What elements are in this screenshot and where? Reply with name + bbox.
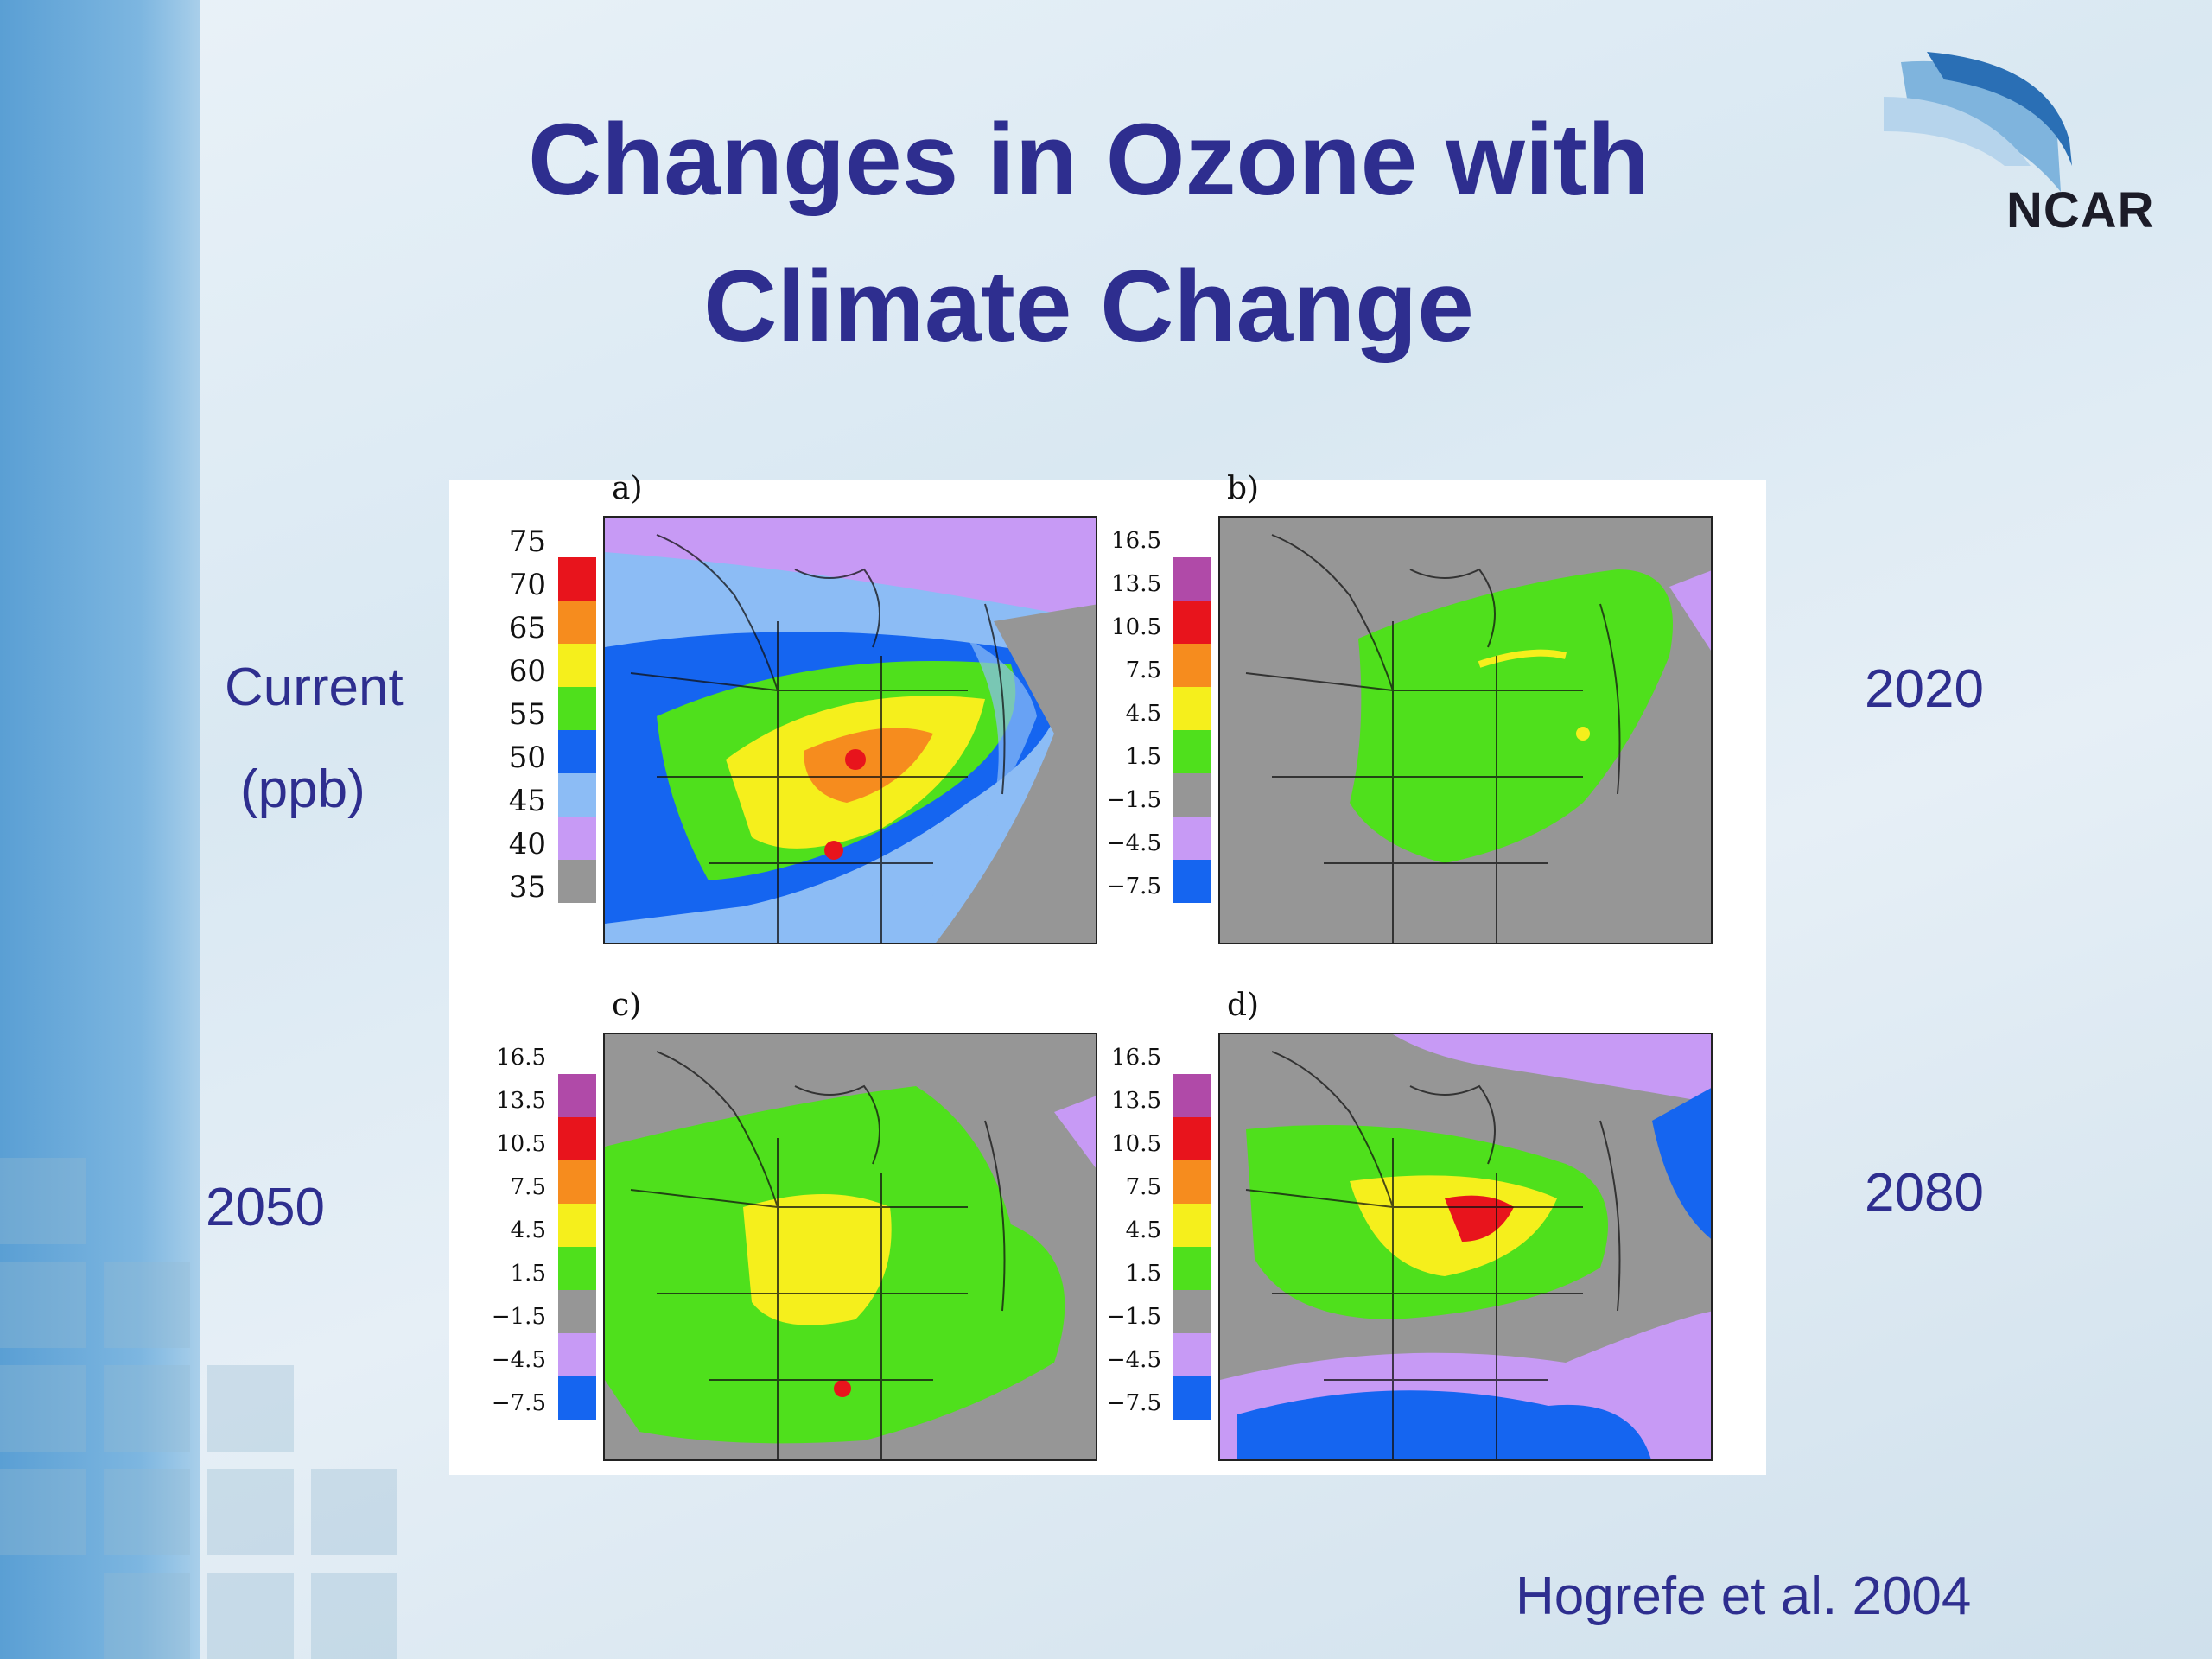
map-2020-change — [1218, 516, 1713, 944]
colorbar-segment — [558, 1247, 596, 1290]
citation: Hogrefe et al. 2004 — [1516, 1567, 1972, 1626]
colorbar-segment — [1173, 860, 1211, 903]
colorbar-segment — [558, 1160, 596, 1204]
colorbar-segment — [558, 601, 596, 644]
colorbar-segment — [558, 1074, 596, 1117]
colorbar-segment — [558, 1376, 596, 1420]
panel-c: c) 16.5 13.5 10.5 7.5 4.5 1.5 −1.5 −4.5 −7.5 — [449, 988, 1106, 1497]
colorbar-segment — [1173, 1333, 1211, 1376]
colorbar-segment — [1173, 1117, 1211, 1160]
colorbar-segment — [1173, 687, 1211, 730]
colorbar-tick-label: −4.5 — [1106, 1347, 1161, 1373]
map-current-ozone — [603, 516, 1097, 944]
title-line-1: Changes in Ozone with — [527, 103, 1650, 217]
colorbar — [1173, 1074, 1211, 1420]
colorbar-tick-label: −1.5 — [491, 1304, 546, 1330]
panel-a: a) 75 70 65 60 55 50 45 40 35 — [449, 471, 1106, 981]
colorbar-segment — [558, 557, 596, 601]
colorbar-tick-label: −4.5 — [491, 1347, 546, 1373]
colorbar-tick-label: 1.5 — [1125, 744, 1161, 770]
colorbar-segment — [1173, 817, 1211, 860]
colorbar-segment — [558, 1333, 596, 1376]
ozone-figure: a) 75 70 65 60 55 50 45 40 35 b) 16.5 13.5 10.5 7.5… — [449, 471, 1766, 1475]
colorbar-tick-label: 55 — [508, 697, 546, 732]
panel-b: b) 16.5 13.5 10.5 7.5 4.5 1.5 −1.5 −4.5 −7.5 — [1065, 471, 1738, 981]
colorbar-tick-label: 4.5 — [510, 1217, 546, 1243]
colorbar-segment — [558, 860, 596, 903]
colorbar-tick-label: 4.5 — [1125, 701, 1161, 727]
colorbar-segment — [1173, 601, 1211, 644]
colorbar-tick-label: −7.5 — [1106, 1390, 1161, 1416]
colorbar-tick-label: 10.5 — [1111, 1131, 1161, 1157]
colorbar-tick-label: 75 — [508, 524, 546, 559]
label-2020: 2020 — [1865, 659, 1984, 719]
colorbar-segment — [1173, 1204, 1211, 1247]
colorbar-segment — [1173, 730, 1211, 773]
colorbar-segment — [558, 1117, 596, 1160]
colorbar-tick-label: 10.5 — [496, 1131, 546, 1157]
colorbar-tick-label: 13.5 — [1111, 1088, 1161, 1114]
colorbar-tick-label: 7.5 — [510, 1174, 546, 1200]
colorbar-segment — [558, 1204, 596, 1247]
colorbar-segment — [558, 730, 596, 773]
slide-title: Changes in Ozone with Climate Change — [363, 86, 1815, 380]
label-2050: 2050 — [206, 1178, 325, 1237]
colorbar-tick-label: 50 — [508, 741, 546, 775]
title-line-2: Climate Change — [703, 250, 1474, 364]
colorbar-tick-label: 60 — [508, 654, 546, 689]
colorbar-segment — [558, 773, 596, 817]
colorbar-tick-label: −1.5 — [1106, 1304, 1161, 1330]
panel-letter: a) — [612, 471, 643, 506]
colorbar-tick-label: 16.5 — [1111, 528, 1161, 554]
map-2080-change — [1218, 1033, 1713, 1461]
left-decorative-band — [0, 0, 200, 1659]
colorbar-tick-label: 1.5 — [510, 1261, 546, 1287]
colorbar-tick-label: 65 — [508, 611, 546, 645]
ncar-logo-icon — [1884, 52, 2072, 192]
colorbar-tick-label: 10.5 — [1111, 614, 1161, 640]
colorbar-tick-label: 16.5 — [1111, 1045, 1161, 1071]
panel-letter: c) — [612, 988, 642, 1023]
colorbar-tick-label: 7.5 — [1125, 1174, 1161, 1200]
colorbar-segment — [558, 644, 596, 687]
label-2080: 2080 — [1865, 1163, 1984, 1223]
colorbar-segment — [558, 1290, 596, 1333]
colorbar-tick-label: −7.5 — [1106, 874, 1161, 899]
colorbar-tick-label: 13.5 — [1111, 571, 1161, 597]
colorbar-tick-label: 40 — [508, 827, 546, 861]
colorbar-tick-label: −7.5 — [491, 1390, 546, 1416]
colorbar-tick-label: 45 — [508, 784, 546, 818]
logo-text: NCAR — [2006, 182, 2155, 238]
colorbar-segment — [558, 817, 596, 860]
decorative-squares — [0, 1158, 553, 1659]
colorbar — [558, 1074, 596, 1420]
colorbar-segment — [1173, 644, 1211, 687]
colorbar-tick-label: −4.5 — [1106, 830, 1161, 856]
colorbar-segment — [1173, 773, 1211, 817]
colorbar-segment — [1173, 1247, 1211, 1290]
colorbar-segment — [1173, 1290, 1211, 1333]
colorbar-tick-label: −1.5 — [1106, 787, 1161, 813]
panel-letter: d) — [1227, 988, 1260, 1023]
colorbar-tick-label: 7.5 — [1125, 658, 1161, 683]
colorbar-segment — [1173, 1376, 1211, 1420]
colorbar-tick-label: 16.5 — [496, 1045, 546, 1071]
colorbar-segment — [558, 687, 596, 730]
panel-d: d) 16.5 13.5 10.5 7.5 4.5 1.5 −1.5 −4.5 −7.5 — [1065, 988, 1738, 1497]
map-2050-change — [603, 1033, 1097, 1461]
panel-letter: b) — [1227, 471, 1260, 506]
colorbar-tick-label: 13.5 — [496, 1088, 546, 1114]
colorbar-segment — [1173, 1074, 1211, 1117]
colorbar-tick-label: 4.5 — [1125, 1217, 1161, 1243]
colorbar-tick-label: 1.5 — [1125, 1261, 1161, 1287]
colorbar-tick-label: 35 — [508, 870, 546, 905]
label-ppb: (ppb) — [240, 760, 365, 819]
colorbar — [558, 557, 596, 903]
label-current: Current — [225, 658, 404, 717]
colorbar-segment — [1173, 1160, 1211, 1204]
colorbar-segment — [1173, 557, 1211, 601]
colorbar-tick-label: 70 — [508, 568, 546, 602]
colorbar — [1173, 557, 1211, 903]
